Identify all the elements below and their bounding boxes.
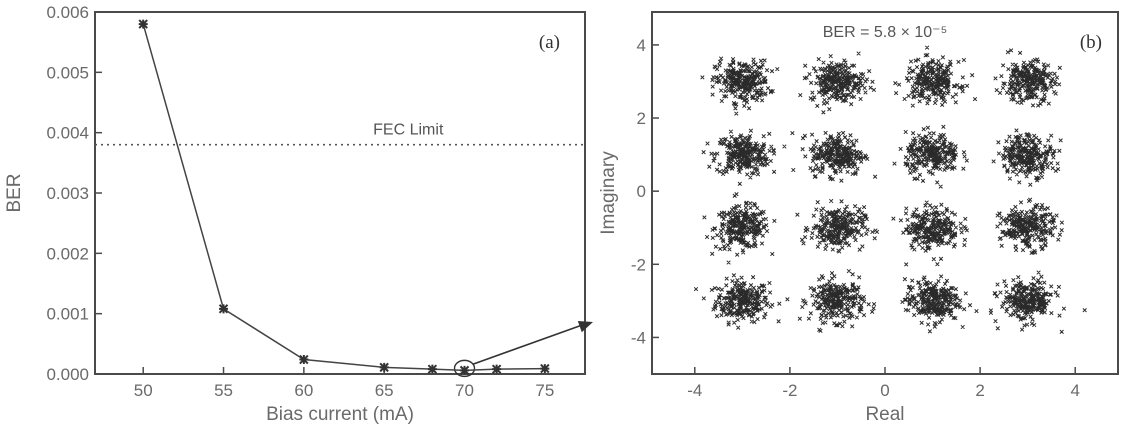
y-tick-label-a: 0.000 (46, 365, 89, 384)
panel-label-b: (b) (1080, 32, 1102, 53)
constellation-points (694, 46, 1086, 334)
symbol-cluster (893, 125, 969, 188)
symbol-cluster (702, 129, 786, 198)
symbol-cluster (996, 198, 1064, 255)
y-tick-label-b: -2 (631, 255, 646, 274)
x-tick-label-a: 75 (535, 381, 554, 400)
y-tick-label-a: 0.002 (46, 244, 89, 263)
x-tick-label-a: 70 (455, 381, 474, 400)
fec-limit-label: FEC Limit (373, 122, 444, 139)
data-point (139, 20, 148, 29)
tick-group-a: 50 55 60 65 70 75 0.000 0.001 0.002 0.003 0.004 0.0… (46, 3, 554, 400)
x-tick-label-a: 50 (134, 381, 153, 400)
series-markers (139, 20, 550, 375)
x-tick-label-b: 2 (975, 381, 984, 400)
symbol-cluster (989, 271, 1086, 334)
y-axis-label-b: Imaginary (598, 151, 619, 235)
x-tick-label-a: 60 (294, 381, 313, 400)
x-tick-label-b: -4 (687, 381, 702, 400)
y-tick-label-b: 4 (637, 36, 646, 55)
data-point (299, 355, 308, 364)
symbol-cluster (894, 46, 977, 108)
symbol-cluster (694, 274, 781, 330)
y-tick-label-b: -4 (631, 328, 646, 347)
panel-a: 50 55 60 65 70 75 0.000 0.001 0.002 0.003 0.004 0.0… (4, 3, 593, 425)
plot-frame-a (95, 12, 585, 374)
y-tick-label-b: 2 (637, 109, 646, 128)
y-tick-label-a: 0.005 (46, 63, 89, 82)
x-axis-label-a: Bias current (mA) (266, 404, 414, 425)
symbol-cluster (791, 131, 877, 182)
panel-label-a: (a) (539, 32, 560, 53)
symbol-cluster (992, 129, 1063, 187)
symbol-cluster (796, 199, 879, 253)
data-point (428, 365, 437, 374)
panel-b: -4 -2 0 2 4 -4 -2 0 2 4 BER = 5.8 × 10⁻⁵ (b) Real… (598, 12, 1118, 425)
ber-annotation: BER = 5.8 × 10⁻⁵ (823, 24, 947, 41)
x-tick-label-b: 0 (880, 381, 889, 400)
y-tick-label-b: 0 (637, 182, 646, 201)
data-point (380, 363, 389, 372)
symbol-cluster (994, 49, 1062, 108)
y-tick-label-a: 0.006 (46, 3, 89, 22)
symbol-cluster (701, 57, 780, 116)
data-point (460, 366, 469, 375)
symbol-cluster (799, 52, 876, 114)
symbol-cluster (703, 192, 777, 264)
series-line (143, 24, 545, 370)
data-point (540, 364, 549, 373)
y-tick-label-a: 0.003 (46, 184, 89, 203)
y-axis-label-a: BER (4, 173, 25, 212)
x-tick-label-b: 4 (1070, 381, 1079, 400)
data-point (219, 304, 228, 313)
x-tick-label-a: 65 (375, 381, 394, 400)
y-tick-label-a: 0.004 (46, 124, 89, 143)
data-point (492, 365, 501, 374)
x-tick-label-a: 55 (214, 381, 233, 400)
symbol-cluster (901, 262, 979, 333)
x-tick-label-b: -2 (782, 381, 797, 400)
zoom-arrow (473, 324, 585, 364)
symbol-cluster (786, 269, 876, 332)
y-tick-label-a: 0.001 (46, 305, 89, 324)
x-axis-label-b: Real (865, 404, 904, 425)
symbol-cluster (892, 201, 969, 261)
